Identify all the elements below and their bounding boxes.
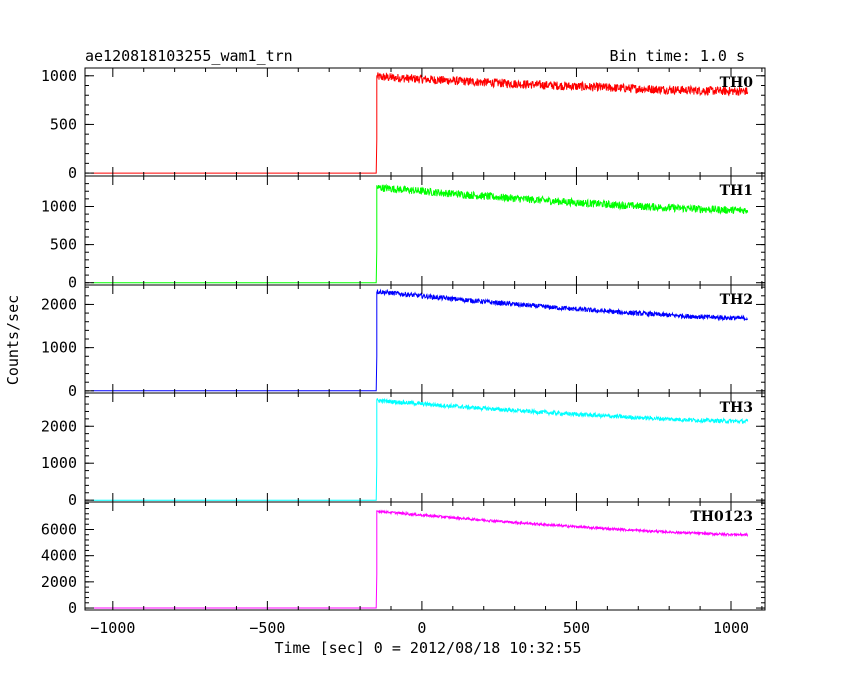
- panel-frame: [84, 284, 766, 394]
- panel-th3: 0 1000 2000 TH3: [41, 392, 766, 509]
- x-axis-label: Time [sec] 0 = 2012/08/18 10:32:55: [274, 639, 581, 657]
- panel-frame: [84, 67, 766, 177]
- panel-th0: 0 500 1000 TH0: [41, 67, 766, 182]
- panel-label: TH1: [720, 183, 753, 199]
- series-line-th0: [91, 72, 749, 174]
- series-line-th0123: [91, 509, 749, 609]
- panel-label: TH0: [720, 75, 754, 91]
- panel-label: TH2: [720, 292, 753, 308]
- x-tick-label: −1000: [90, 619, 135, 637]
- y-axis-label: Counts/sec: [4, 295, 22, 385]
- panel-th0123: 0 2000 4000 6000 TH0123: [41, 501, 766, 617]
- y-tick-label: 0: [68, 274, 77, 292]
- panel-frame: [84, 501, 766, 611]
- panel-label: TH0123: [690, 509, 753, 525]
- series-line-th3: [91, 397, 749, 501]
- panel-label: TH3: [720, 400, 753, 416]
- y-tick-label: 1000: [41, 67, 77, 85]
- y-tick-label: 0: [68, 599, 77, 617]
- y-tick-label: 4000: [41, 547, 77, 565]
- panels-group: 0 500 1000 TH0 0 500 1000 TH1 0 1000 2000 TH2 0 1000 2…: [41, 67, 766, 617]
- panel-th2: 0 1000 2000 TH2: [41, 284, 766, 400]
- y-tick-label: 1000: [41, 339, 77, 357]
- y-tick-label: 0: [68, 491, 77, 509]
- series-line-th1: [91, 183, 749, 284]
- bin-time-label: Bin time: 1.0 s: [610, 47, 745, 65]
- y-tick-label: 0: [68, 164, 77, 182]
- y-tick-label: 2000: [41, 417, 77, 435]
- y-tick-label: 0: [68, 382, 77, 400]
- y-tick-label: 2000: [41, 573, 77, 591]
- panel-th1: 0 500 1000 TH1: [41, 175, 766, 292]
- x-tick-label: 1000: [713, 619, 749, 637]
- series-line-th2: [91, 288, 748, 392]
- y-tick-label: 500: [50, 236, 77, 254]
- y-tick-label: 500: [50, 115, 77, 133]
- x-tick-label: 0: [417, 619, 426, 637]
- panel-frame: [84, 392, 766, 503]
- y-tick-label: 6000: [41, 520, 77, 538]
- chart-title: ae120818103255_wam1_trn: [85, 47, 293, 65]
- y-tick-label: 1000: [41, 454, 77, 472]
- x-axis-ticks: −1000 −500 0 500 1000: [90, 619, 749, 637]
- y-tick-label: 2000: [41, 295, 77, 313]
- y-tick-label: 1000: [41, 197, 77, 215]
- x-tick-label: −500: [249, 619, 285, 637]
- x-tick-label: 500: [563, 619, 590, 637]
